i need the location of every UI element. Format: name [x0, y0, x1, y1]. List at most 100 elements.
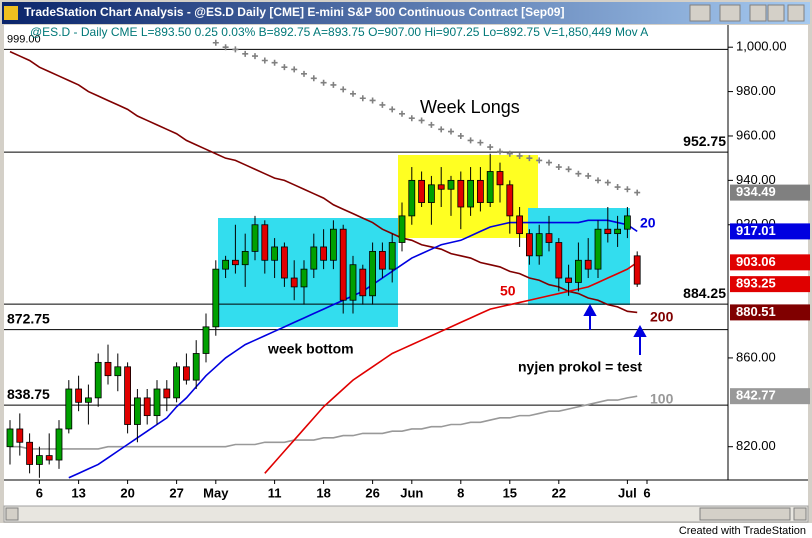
y-tick-label: 820.00: [736, 438, 776, 453]
maximize-button[interactable]: [767, 4, 785, 22]
stop-marker: [222, 44, 229, 51]
stop-marker: [457, 132, 464, 139]
candle-body: [114, 366, 122, 377]
candle-body: [594, 228, 602, 270]
stop-marker: [595, 177, 601, 184]
candle-body: [535, 233, 543, 257]
candle-body: [555, 242, 563, 279]
scrollbar[interactable]: [3, 505, 809, 523]
candle-body: [526, 233, 533, 257]
menu-button[interactable]: [719, 4, 741, 22]
candle-body: [633, 255, 641, 285]
price-flag: [730, 276, 810, 293]
stop-marker: [438, 126, 445, 133]
candle-body: [476, 179, 484, 203]
ma-label: 20: [640, 215, 656, 231]
stop-marker: [281, 64, 288, 71]
stop-marker: [448, 128, 454, 135]
x-tick-label: Jul: [618, 485, 637, 500]
price-flag-label: 893.25: [736, 276, 776, 291]
candle-body: [300, 268, 308, 288]
stop-marker: [232, 46, 239, 53]
x-tick-label: 18: [316, 485, 330, 500]
x-tick-label: 6: [643, 485, 650, 500]
candle-body: [16, 428, 24, 443]
minimize-button[interactable]: [749, 4, 767, 22]
stop-marker: [565, 166, 572, 173]
stop-marker: [477, 139, 484, 146]
stop-marker: [330, 81, 337, 88]
level-label: 952.75: [683, 133, 726, 149]
candle-body: [398, 215, 406, 243]
candle-body: [624, 215, 631, 230]
scroll-left[interactable]: [5, 507, 19, 521]
menu-button[interactable]: [689, 4, 711, 22]
info-line: @ES.D - Daily CME L=893.50 0.25 0.03% B=…: [30, 25, 648, 39]
ma-label: 200: [650, 309, 674, 325]
level-label: 884.25: [683, 285, 726, 301]
candle-body: [584, 259, 592, 270]
level-label: 838.75: [7, 386, 50, 402]
candle-body: [310, 246, 318, 270]
scroll-right[interactable]: [793, 507, 807, 521]
price-flag-label: 903.06: [736, 254, 776, 269]
price-flag-label: 934.49: [736, 184, 776, 199]
stop-marker: [379, 101, 386, 108]
price-flag-label: 842.77: [736, 388, 776, 403]
stop-marker: [310, 75, 317, 82]
stop-marker: [212, 39, 219, 46]
price-flag: [730, 388, 810, 405]
candle-body: [231, 259, 239, 266]
stop-marker: [320, 79, 327, 86]
y-tick-label: 860.00: [736, 349, 776, 364]
window-title: TradeStation Chart Analysis - @ES.D Dail…: [24, 5, 564, 19]
stop-marker: [369, 97, 376, 104]
candle-body: [94, 361, 102, 399]
x-tick-label: 11: [268, 485, 282, 500]
candle-body: [104, 361, 112, 377]
candle-body: [280, 246, 288, 279]
stop-marker: [614, 184, 621, 191]
candle-body: [85, 397, 92, 403]
x-tick-label: 22: [552, 485, 566, 500]
close-button[interactable]: [787, 4, 805, 22]
arrow-head: [633, 324, 647, 337]
stop-marker: [487, 144, 494, 151]
annotation: nyjen prokol = test: [518, 359, 642, 375]
x-tick-label: Jun: [400, 485, 423, 500]
stop-marker: [359, 95, 366, 102]
ma-label: 100: [650, 391, 674, 407]
y-tick-label: 1,000.00: [736, 39, 787, 54]
candle-body: [271, 246, 279, 261]
stop-marker: [399, 110, 405, 117]
stop-marker: [301, 70, 307, 77]
stop-marker: [634, 189, 641, 196]
candle-body: [447, 179, 455, 190]
candle-body: [45, 455, 53, 461]
stop-marker: [497, 148, 503, 155]
price-flag-label: 880.51: [736, 304, 776, 319]
stop-marker: [536, 157, 543, 164]
stop-marker: [291, 66, 298, 73]
moving-average: [10, 395, 638, 450]
candle-body: [36, 455, 43, 465]
stop-marker: [252, 53, 258, 60]
stop-marker: [340, 86, 347, 93]
candle-body: [427, 184, 435, 203]
candle-body: [359, 268, 367, 297]
candle-body: [163, 388, 171, 399]
candle-body: [575, 259, 582, 283]
window-buttons: [689, 4, 805, 22]
candle-body: [457, 179, 465, 208]
stop-marker: [408, 115, 415, 122]
scroll-thumb[interactable]: [699, 507, 791, 521]
candle-body: [290, 277, 298, 288]
candle-body: [222, 259, 230, 270]
cyan-zone: [218, 218, 398, 327]
stop-marker: [389, 106, 396, 113]
x-axis-band: [4, 480, 808, 506]
zones: [218, 155, 630, 327]
candle-body: [467, 179, 475, 208]
candle-body: [349, 264, 357, 301]
